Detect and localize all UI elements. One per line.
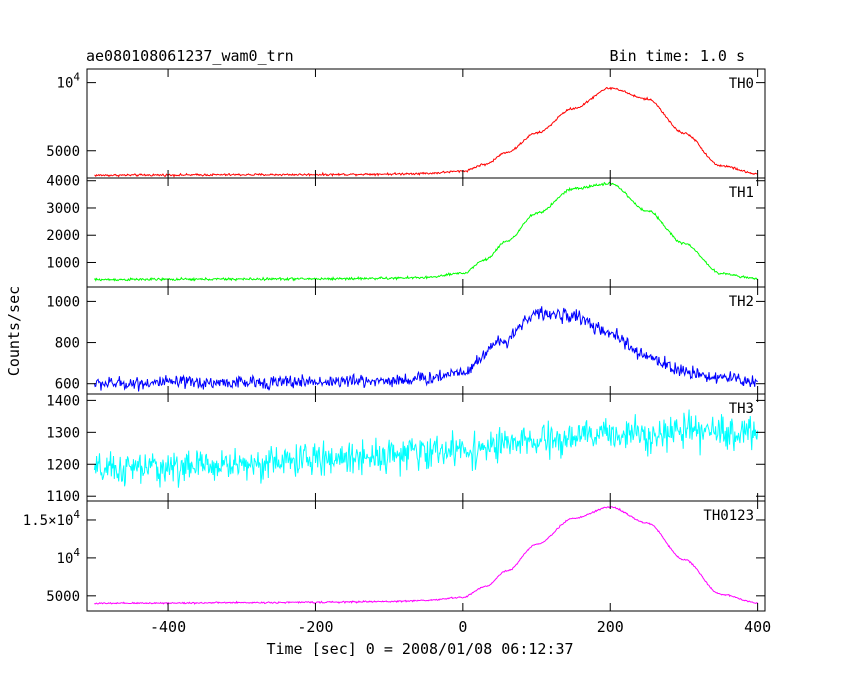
panel-label-th0123: TH0123 — [703, 508, 754, 524]
y-tick-exponent: 4 — [73, 71, 80, 84]
panel-label-th1: TH1 — [729, 185, 754, 201]
y-axis-label: Counts/sec — [5, 286, 23, 376]
y-tick-label: 4000 — [46, 174, 80, 190]
y-tick-label: 1400 — [46, 393, 80, 409]
panel-frame — [86, 393, 766, 502]
x-tick-label: -400 — [150, 618, 186, 636]
series-line-th2 — [93, 306, 758, 392]
x-tick-label: 200 — [597, 618, 624, 636]
x-axis-label: Time [sec] 0 = 2008/01/08 06:12:37 — [266, 640, 573, 658]
series-line-th3 — [93, 409, 759, 488]
x-tick-label: 400 — [744, 618, 771, 636]
series-line-th0 — [94, 86, 758, 178]
y-tick-label: 1000 — [46, 294, 80, 310]
panel-frame — [86, 500, 766, 612]
y-tick-label: 1200 — [46, 457, 80, 473]
series-line-th0123 — [94, 506, 758, 605]
panel-label-th3: TH3 — [729, 401, 754, 417]
y-tick-label: 5000 — [46, 144, 80, 160]
y-tick-label: 5000 — [46, 589, 80, 605]
y-tick-label: 104 — [57, 546, 81, 567]
x-tick-label: -200 — [297, 618, 333, 636]
y-tick-label: 3000 — [46, 201, 80, 217]
series-line-th1 — [94, 181, 758, 282]
panel-label-th2: TH2 — [729, 294, 754, 310]
y-tick-label: 2000 — [46, 228, 80, 244]
y-tick-label: 1.5×104 — [23, 508, 81, 529]
y-tick-label: 1300 — [46, 425, 80, 441]
panel-frame — [86, 177, 766, 288]
y-tick-label: 1000 — [46, 255, 80, 271]
panel-frame — [86, 68, 766, 179]
y-tick-label: 600 — [55, 377, 80, 393]
x-tick-label: 0 — [458, 618, 467, 636]
y-tick-label: 800 — [55, 336, 80, 352]
panels-group: TH05000104TH11000200030004000TH260080010… — [23, 68, 771, 636]
y-tick-exponent: 4 — [73, 508, 80, 521]
panel-label-th0: TH0 — [729, 76, 754, 92]
y-tick-label: 1100 — [46, 489, 80, 505]
chart-title: ae080108061237_wam0_trn — [86, 47, 294, 65]
y-tick-exponent: 4 — [73, 546, 80, 559]
bin-time-label: Bin time: 1.0 s — [610, 47, 745, 65]
y-tick-label: 104 — [57, 71, 81, 92]
